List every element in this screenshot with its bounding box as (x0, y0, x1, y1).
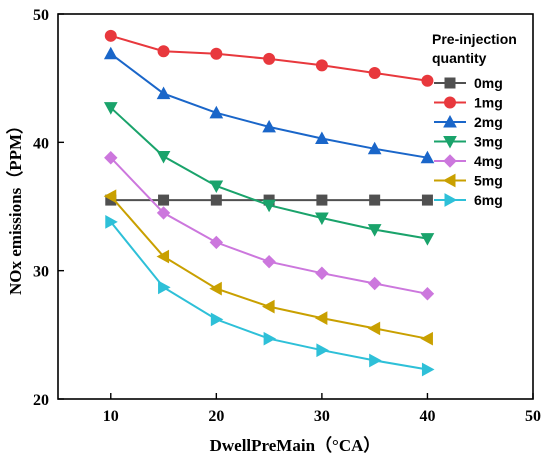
data-point (104, 151, 118, 165)
legend-title-line2: quantity (432, 50, 487, 66)
data-point (420, 331, 433, 346)
x-tick-label: 30 (314, 408, 330, 425)
data-point (421, 362, 435, 377)
data-point (210, 47, 223, 60)
data-point (369, 194, 381, 206)
data-point (209, 180, 224, 194)
data-point (262, 254, 276, 269)
data-point (104, 29, 117, 42)
data-point (156, 206, 171, 220)
data-point (158, 280, 171, 295)
legend-swatch-marker (443, 154, 457, 168)
data-point (209, 105, 224, 119)
data-point (103, 46, 118, 60)
data-point (158, 194, 170, 206)
legend-item-3mg: 3mg (434, 134, 503, 150)
y-tick-label: 30 (33, 264, 49, 281)
data-point (367, 321, 381, 336)
legend-label: 3mg (474, 134, 503, 150)
y-tick-label: 20 (33, 392, 49, 409)
series-3mg (103, 102, 435, 246)
legend-label: 4mg (474, 153, 503, 169)
data-point (421, 74, 434, 87)
data-point (367, 224, 382, 237)
data-point (105, 215, 118, 229)
data-point (315, 59, 328, 72)
data-point (209, 235, 224, 250)
legend-label: 5mg (474, 173, 503, 189)
x-axis-title: DwellPreMain（°CA） (210, 435, 381, 455)
legend-item-6mg: 6mg (434, 192, 503, 208)
legend-swatch-marker (444, 77, 456, 89)
data-point (209, 281, 222, 296)
data-point (210, 194, 222, 206)
data-point (262, 119, 276, 133)
legend-item-2mg: 2mg (434, 114, 503, 130)
x-tick-label: 10 (103, 408, 119, 425)
data-point (156, 150, 171, 164)
data-point (420, 150, 435, 164)
legend-swatch-marker (443, 136, 457, 149)
data-point (157, 45, 170, 58)
series-2mg (103, 46, 435, 164)
data-point (315, 131, 329, 144)
data-point (156, 86, 171, 100)
data-point (369, 353, 382, 368)
legend-swatch-marker (444, 193, 458, 207)
legend-title-line1: Pre-injection (432, 31, 517, 47)
series-4mg (104, 151, 435, 301)
data-point (368, 67, 381, 80)
data-point (262, 299, 275, 314)
series-5mg (103, 189, 433, 346)
legend-label: 6mg (474, 192, 503, 208)
data-point (316, 343, 329, 358)
x-tick-label: 20 (208, 408, 224, 425)
data-point (367, 276, 382, 291)
legend-item-5mg: 5mg (434, 173, 503, 189)
legend-swatch-marker (442, 173, 456, 188)
y-axis-title: NOx emissions（PPM） (5, 117, 25, 295)
series-line (110, 53, 428, 159)
data-point (103, 189, 117, 204)
legend-item-1mg: 1mg (434, 95, 503, 111)
legend-label: 0mg (474, 75, 503, 91)
x-tick-label: 40 (419, 408, 435, 425)
series-layer (103, 29, 435, 377)
y-tick-label: 50 (33, 7, 49, 24)
axis-ticks: 10 20 30 40 50 20 30 40 50 (33, 7, 541, 425)
data-point (103, 102, 118, 115)
data-point (156, 249, 170, 264)
data-point (314, 311, 328, 325)
series-line (110, 221, 428, 371)
legend-swatch-marker (444, 96, 456, 109)
data-point (420, 287, 435, 301)
y-tick-label: 40 (33, 135, 49, 152)
data-point (421, 194, 433, 206)
data-point (315, 266, 329, 280)
data-point (263, 52, 276, 65)
series-6mg (105, 215, 435, 377)
data-point (367, 141, 382, 155)
data-point (210, 312, 224, 327)
legend-item-4mg: 4mg (434, 153, 503, 169)
legend-swatch-marker (443, 114, 457, 128)
x-tick-label: 50 (525, 408, 541, 425)
data-point (316, 194, 328, 206)
legend: Pre-injection quantity 0mg 1mg 2mg 3mg 4mg 5mg 6… (432, 31, 517, 208)
data-point (262, 199, 276, 213)
data-point (420, 233, 435, 246)
data-point (315, 212, 329, 226)
legend-label: 1mg (474, 95, 503, 111)
legend-item-0mg: 0mg (434, 75, 503, 91)
plot-frame (57, 13, 534, 400)
data-point (263, 331, 277, 346)
series-1mg (104, 29, 434, 87)
legend-label: 2mg (474, 114, 503, 130)
